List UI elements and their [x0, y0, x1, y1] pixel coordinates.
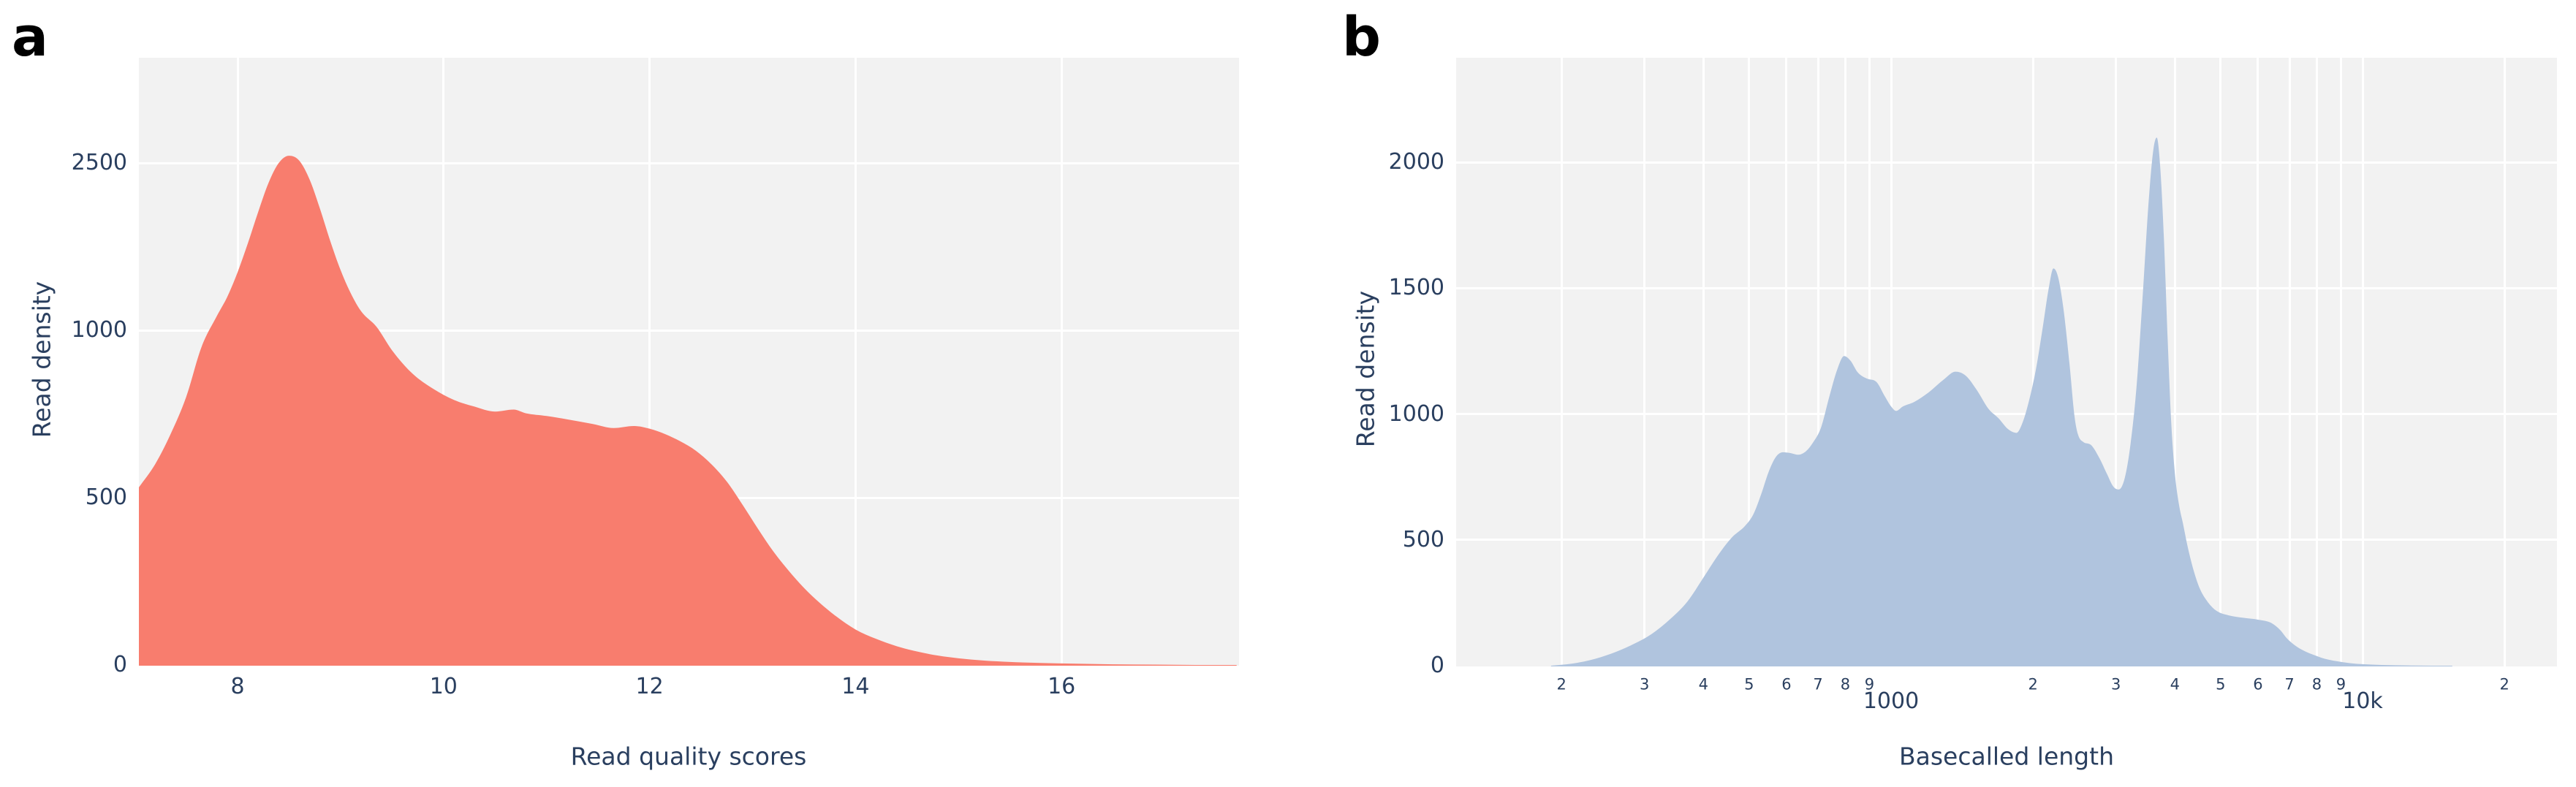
vertical-gridline: [1060, 58, 1063, 666]
x-tick-label-b-1000: 1000: [1863, 688, 1920, 714]
y-tick-label-a-500: 500: [85, 484, 127, 510]
panel-a-letter: a: [12, 6, 48, 69]
x-tick-label-a-16: 16: [1048, 674, 1076, 699]
vertical-gridline: [1560, 58, 1563, 666]
y-tick-label-b-2000: 2000: [1388, 149, 1444, 175]
x-tick-label-b-7000: 7: [2284, 675, 2295, 693]
vertical-gridline: [1890, 58, 1893, 666]
panel-b-letter: b: [1342, 6, 1381, 69]
x-tick-label-b-400: 4: [1698, 675, 1709, 693]
vertical-gridline: [2288, 58, 2291, 666]
vertical-gridline: [2361, 58, 2364, 666]
vertical-gridline: [1868, 58, 1871, 666]
vertical-gridline: [2503, 58, 2506, 666]
y-tick-label-a-2500: 2500: [71, 150, 127, 175]
x-tick-label-b-500: 5: [1744, 675, 1754, 693]
y-tick-label-a-1000: 1000: [71, 317, 127, 343]
horizontal-gridline: [139, 329, 1239, 332]
panel-b-plot-area: [1456, 58, 2557, 666]
x-tick-label-b-800: 8: [1840, 675, 1851, 693]
x-tick-label-b-8000: 8: [2311, 675, 2322, 693]
x-tick-label-b-4000: 4: [2170, 675, 2181, 693]
vertical-gridline: [2257, 58, 2259, 666]
panel-a-x-axis-title: Read quality scores: [570, 742, 807, 771]
x-tick-label-b-600: 6: [1781, 675, 1792, 693]
vertical-gridline: [2173, 58, 2176, 666]
vertical-gridline: [2031, 58, 2034, 666]
y-tick-label-b-1000: 1000: [1388, 400, 1444, 427]
horizontal-gridline: [139, 161, 1239, 164]
y-tick-label-b-500: 500: [1402, 526, 1444, 552]
horizontal-gridline: [1456, 413, 2557, 415]
x-tick-label-b-10000: 10k: [2342, 688, 2383, 714]
x-tick-label-a-14: 14: [841, 674, 870, 699]
panel-b-density-curve: [1550, 137, 2452, 666]
x-tick-label-b-300: 3: [1640, 675, 1650, 693]
x-tick-label-b-9000: 9: [2336, 675, 2346, 693]
x-tick-label-b-3000: 3: [2111, 675, 2121, 693]
vertical-gridline: [2115, 58, 2118, 666]
density-area: [139, 156, 1237, 666]
y-tick-label-a-0: 0: [113, 652, 127, 677]
panel-a-plot-area: [139, 58, 1239, 666]
y-tick-label-b-0: 0: [1430, 653, 1444, 678]
x-tick-label-a-8: 8: [230, 674, 245, 699]
x-tick-label-b-6000: 6: [2253, 675, 2263, 693]
y-tick-label-b-1500: 1500: [1388, 275, 1444, 301]
density-area: [1550, 137, 2452, 666]
vertical-gridline: [2339, 58, 2342, 666]
x-tick-label-b-5000: 5: [2216, 675, 2226, 693]
x-tick-label-b-900: 9: [1864, 675, 1875, 693]
x-tick-label-a-10: 10: [429, 674, 458, 699]
x-tick-label-b-700: 7: [1813, 675, 1823, 693]
vertical-gridline: [2219, 58, 2222, 666]
vertical-gridline: [648, 58, 651, 666]
vertical-gridline: [2315, 58, 2318, 666]
vertical-gridline: [1702, 58, 1705, 666]
x-tick-label-a-12: 12: [635, 674, 664, 699]
vertical-gridline: [1817, 58, 1819, 666]
x-tick-label-b-200: 2: [1556, 675, 1567, 693]
vertical-gridline: [1748, 58, 1751, 666]
x-tick-label-b-20000: 2: [2499, 675, 2509, 693]
panel-a-density-curve: [139, 156, 1237, 666]
horizontal-gridline: [1456, 161, 2557, 164]
vertical-gridline: [1785, 58, 1788, 666]
vertical-gridline: [442, 58, 445, 666]
vertical-gridline: [1643, 58, 1646, 666]
horizontal-gridline: [1456, 286, 2557, 289]
vertical-gridline: [854, 58, 857, 666]
panel-b-x-axis-title: Basecalled length: [1899, 742, 2114, 771]
x-tick-label-b-2000: 2: [2028, 675, 2038, 693]
